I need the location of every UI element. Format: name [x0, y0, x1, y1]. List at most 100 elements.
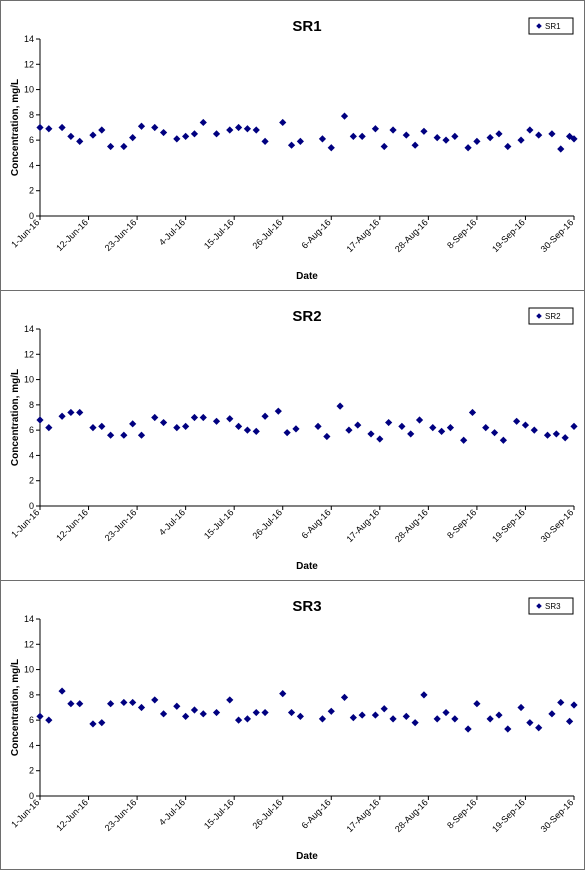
x-axis-label: Date	[296, 271, 318, 282]
data-point	[190, 706, 199, 714]
data-point	[411, 719, 419, 727]
data-point	[345, 426, 353, 434]
data-point	[261, 137, 269, 146]
data-point	[173, 424, 181, 432]
x-tick-label: 17-Aug-16	[344, 217, 381, 254]
data-point	[199, 118, 207, 127]
y-tick-label: 10	[24, 85, 34, 95]
x-tick-label: 15-Jul-16	[202, 217, 236, 251]
data-point	[468, 408, 477, 417]
data-point	[199, 710, 207, 718]
data-point	[526, 719, 534, 727]
x-tick-label: 26-Jul-16	[251, 217, 285, 251]
data-point	[76, 137, 84, 146]
data-point	[486, 715, 494, 723]
legend-marker	[536, 23, 542, 29]
data-point	[402, 131, 410, 139]
chart-svg: SR3 0 2 4 6 8 10 12 14 1-Jun-16 12-Jun-16 23-Jun-16…	[9, 597, 578, 862]
data-point	[107, 142, 115, 151]
data-point	[460, 436, 468, 444]
data-point	[490, 429, 499, 437]
y-tick-label: 0	[29, 501, 34, 511]
data-point	[151, 413, 159, 422]
data-point	[151, 696, 159, 704]
data-point	[89, 131, 97, 139]
y-tick-label: 6	[29, 715, 34, 725]
y-tick-label: 12	[24, 639, 34, 649]
data-point	[212, 708, 221, 717]
chart-panel-sr1: SR1 0 2 4 6 8 10 12 14 1-Jun-16 12-Jun-16 23-Jun-16…	[0, 0, 585, 291]
data-point	[438, 427, 446, 436]
legend-marker	[536, 603, 542, 609]
data-point	[261, 412, 269, 420]
data-point	[367, 430, 375, 438]
legend-label: SR2	[545, 312, 561, 321]
data-point	[58, 687, 66, 695]
x-tick-label: 28-Aug-16	[393, 797, 430, 834]
y-tick-label: 4	[29, 740, 34, 750]
data-point	[274, 407, 282, 415]
y-tick-label: 10	[24, 375, 34, 385]
y-tick-label: 8	[29, 110, 34, 120]
data-point	[371, 125, 380, 133]
data-point	[380, 705, 388, 713]
data-point	[389, 715, 397, 723]
data-point	[486, 134, 494, 142]
data-point	[504, 725, 512, 733]
x-tick-label: 30-Sep-16	[539, 217, 576, 254]
data-point	[482, 424, 490, 432]
x-tick-label: 23-Jun-16	[103, 797, 139, 833]
data-point	[243, 715, 252, 723]
data-point	[340, 112, 349, 120]
data-point	[495, 130, 503, 138]
data-point	[318, 715, 327, 723]
x-tick-label: 8-Sep-16	[445, 797, 478, 830]
data-point	[380, 142, 388, 151]
data-point	[473, 137, 481, 146]
data-point	[159, 128, 168, 137]
data-point	[107, 431, 115, 439]
y-tick-label: 0	[29, 211, 34, 221]
data-point	[349, 132, 357, 140]
data-point	[159, 710, 168, 718]
data-point	[98, 719, 106, 727]
chart-svg: SR2 0 2 4 6 8 10 12 14 1-Jun-16 12-Jun-16 23-Jun-16…	[9, 307, 578, 572]
data-point	[137, 703, 146, 712]
data-point	[415, 416, 424, 424]
data-point	[283, 429, 291, 437]
y-tick-label: 4	[29, 160, 34, 170]
x-tick-label: 26-Jul-16	[251, 507, 285, 541]
x-tick-label: 1-Jun-16	[9, 217, 41, 249]
data-point	[252, 126, 260, 134]
x-tick-label: 23-Jun-16	[103, 217, 139, 253]
data-point	[349, 714, 357, 722]
x-tick-label: 26-Jul-16	[251, 797, 285, 831]
x-tick-label: 6-Aug-16	[299, 507, 332, 540]
data-point	[530, 426, 538, 434]
data-point	[385, 418, 393, 427]
y-tick-label: 2	[29, 476, 34, 486]
x-tick-label: 1-Jun-16	[9, 507, 41, 539]
data-point	[557, 145, 565, 153]
x-tick-label: 15-Jul-16	[202, 797, 236, 831]
data-point	[120, 698, 128, 707]
data-point	[464, 144, 472, 152]
data-point	[376, 435, 384, 443]
data-point	[433, 134, 441, 142]
y-tick-label: 14	[24, 614, 34, 624]
data-point	[58, 412, 66, 420]
data-point	[58, 123, 66, 132]
x-tick-label: 8-Sep-16	[445, 217, 478, 250]
chart-panel-sr3: SR3 0 2 4 6 8 10 12 14 1-Jun-16 12-Jun-16 23-Jun-16…	[0, 580, 585, 870]
data-point	[129, 698, 137, 707]
legend: SR1	[528, 17, 574, 35]
x-tick-label: 4-Jul-16	[157, 797, 187, 827]
data-point	[261, 708, 269, 717]
data-point	[279, 118, 287, 127]
chart-title: SR2	[292, 308, 321, 325]
x-tick-label: 19-Sep-16	[490, 797, 527, 834]
data-point	[513, 417, 521, 425]
y-axis-label: Concentration, mg/L	[10, 369, 21, 466]
data-point	[327, 707, 335, 715]
y-tick-label: 2	[29, 186, 34, 196]
